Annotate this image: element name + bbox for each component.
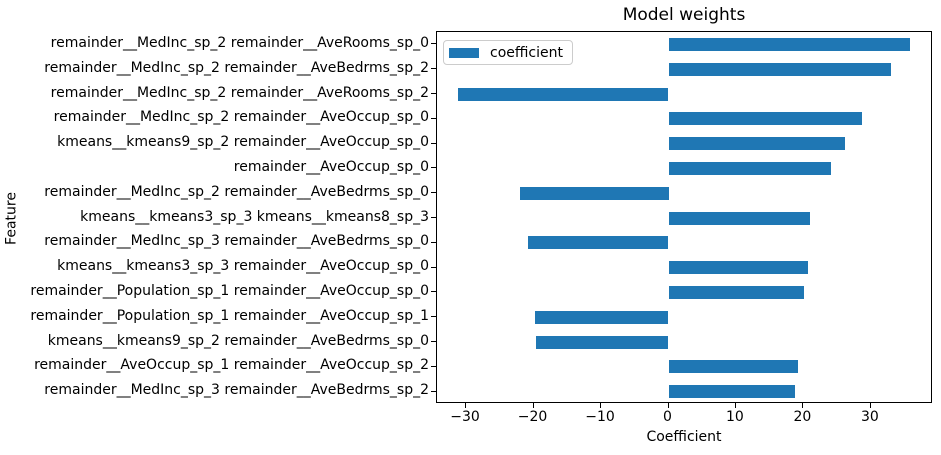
y-tick-label: remainder__AveOccup_sp_1 remainder__AveO… [34, 357, 429, 374]
bar [520, 186, 669, 200]
x-tick-mark [734, 403, 736, 408]
y-tick-mark [431, 217, 436, 218]
x-tick-label: −20 [517, 409, 548, 425]
y-tick-mark [431, 366, 436, 367]
x-tick-label: 20 [793, 409, 812, 425]
x-tick-label: −30 [450, 409, 480, 425]
bar [457, 87, 669, 101]
y-tick-mark [431, 167, 436, 168]
y-tick-label: remainder__MedInc_sp_3 remainder__AveBed… [44, 233, 429, 250]
bar [536, 335, 669, 349]
x-tick-mark [532, 403, 534, 408]
bar [668, 112, 863, 126]
y-tick-label: kmeans__kmeans3_sp_3 remainder__AveOccup… [57, 258, 429, 275]
x-tick-label: 0 [663, 409, 672, 425]
bar [668, 285, 805, 299]
y-tick-mark [431, 316, 436, 317]
bar [668, 360, 799, 374]
bar [668, 37, 911, 51]
bar [668, 261, 809, 275]
bar [668, 161, 832, 175]
y-tick-mark [431, 43, 436, 44]
bar [668, 211, 811, 225]
y-tick-mark [431, 143, 436, 144]
y-tick-label: remainder__MedInc_sp_3 remainder__AveBed… [44, 382, 429, 399]
x-tick-mark [667, 403, 669, 408]
x-tick-label: 10 [725, 409, 744, 425]
y-tick-label: remainder__MedInc_sp_2 remainder__AveOcc… [53, 109, 429, 126]
y-tick-label: kmeans__kmeans3_sp_3 kmeans__kmeans8_sp_… [80, 208, 429, 225]
x-axis-label: Coefficient [646, 429, 722, 445]
x-tick-label: −10 [585, 409, 615, 425]
y-tick-label: remainder__Population_sp_1 remainder__Av… [30, 282, 429, 299]
x-tick-mark [802, 403, 804, 408]
y-tick-mark [431, 242, 436, 243]
legend-label: coefficient [490, 44, 563, 61]
y-tick-label: remainder__AveOccup_sp_0 [233, 158, 429, 175]
y-tick-label: remainder__MedInc_sp_2 remainder__AveRoo… [50, 34, 429, 51]
bar [528, 236, 669, 250]
bar [668, 62, 892, 76]
y-tick-mark [431, 291, 436, 292]
x-tick-label: 30 [860, 409, 879, 425]
y-tick-label: remainder__MedInc_sp_2 remainder__AveBed… [44, 59, 429, 76]
x-tick-mark [465, 403, 466, 408]
chart-title: Model weights [622, 5, 746, 25]
bar [668, 385, 796, 399]
bar [534, 310, 669, 324]
y-tick-mark [431, 68, 436, 69]
bar [668, 137, 846, 151]
x-tick-mark [869, 403, 871, 408]
y-tick-mark [431, 391, 436, 392]
y-tick-mark [431, 118, 436, 119]
y-tick-label: kmeans__kmeans9_sp_2 remainder__AveOccup… [57, 134, 429, 151]
y-tick-mark [431, 341, 436, 342]
y-tick-label: remainder__MedInc_sp_2 remainder__AveBed… [44, 183, 429, 200]
legend: coefficient [443, 40, 573, 65]
y-tick-label: remainder__MedInc_sp_2 remainder__AveRoo… [50, 84, 429, 101]
y-tick-mark [431, 267, 436, 268]
y-tick-label: kmeans__kmeans9_sp_2 remainder__AveBedrm… [47, 332, 429, 349]
x-tick-mark [600, 403, 601, 408]
legend-swatch-icon [449, 47, 479, 58]
y-tick-label: remainder__Population_sp_1 remainder__Av… [30, 307, 429, 324]
y-tick-mark [431, 192, 436, 193]
y-tick-mark [431, 93, 436, 94]
plot-area [436, 31, 932, 403]
